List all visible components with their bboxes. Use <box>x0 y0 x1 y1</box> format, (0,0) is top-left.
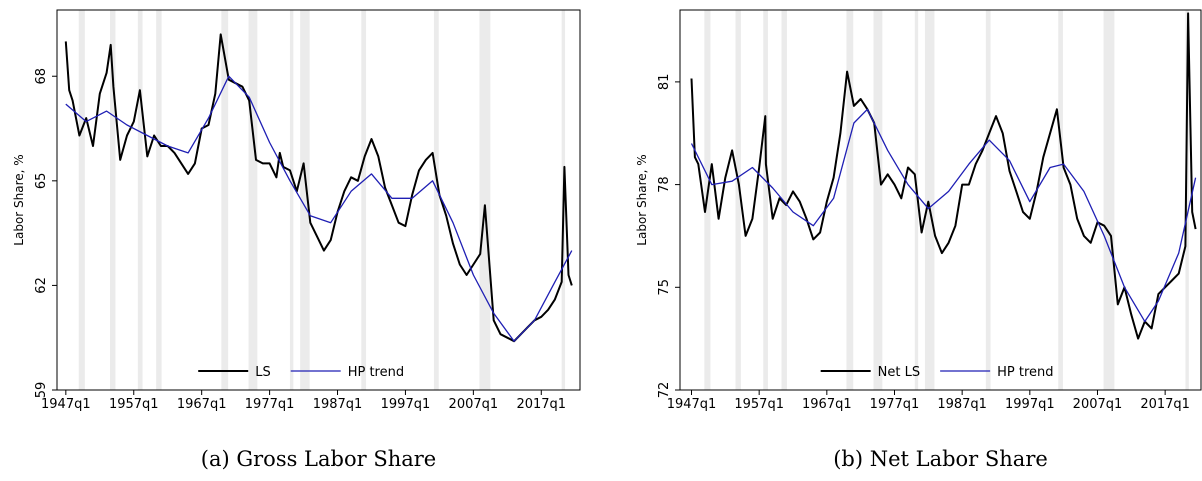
x-tick-label: 1977q1 <box>870 397 920 412</box>
x-tick-label: 1987q1 <box>937 397 987 412</box>
recession-band <box>479 10 491 390</box>
recession-band <box>300 10 310 390</box>
legend-label: HP trend <box>348 365 404 380</box>
plot-area <box>690 10 1197 390</box>
recession-band <box>1058 10 1063 390</box>
plot-area <box>64 10 573 390</box>
recession-band <box>781 10 787 390</box>
x-tick-label: 1967q1 <box>177 397 227 412</box>
recession-band <box>156 10 162 390</box>
caption: (a) Gross Labor Share <box>201 447 436 471</box>
recession-band <box>914 10 919 390</box>
legend-label: LS <box>255 365 271 380</box>
y-axis-title: Labor Share, % <box>635 154 649 245</box>
series-line <box>64 33 573 343</box>
recession-band <box>137 10 143 390</box>
recession-band <box>985 10 991 390</box>
recession-band <box>763 10 768 390</box>
y-axis-title: Labor Share, % <box>12 154 26 245</box>
plot-frame <box>679 9 1202 391</box>
legend-label: Net LS <box>878 365 920 380</box>
recession-band <box>1185 10 1189 390</box>
x-tick-label: 1967q1 <box>802 397 852 412</box>
y-tick-label: 59 <box>34 382 49 399</box>
recession-band <box>221 10 229 390</box>
x-tick-label: 1947q1 <box>41 397 91 412</box>
recession-band <box>1103 10 1115 390</box>
recession-band <box>289 10 294 390</box>
x-tick-label: 1997q1 <box>381 397 431 412</box>
y-tick-label: 62 <box>34 277 49 294</box>
x-tick-label: 2017q1 <box>516 397 566 412</box>
series-line <box>690 108 1197 323</box>
recession-band <box>735 10 741 390</box>
recession-band <box>248 10 258 390</box>
x-tick-label: 1977q1 <box>245 397 295 412</box>
recession-band <box>924 10 935 390</box>
recession-band <box>846 10 854 390</box>
y-tick-label: 72 <box>657 382 672 399</box>
x-tick-label: 1997q1 <box>1005 397 1055 412</box>
recession-band <box>78 10 85 390</box>
series-line <box>65 75 573 342</box>
y-tick-label: 65 <box>34 173 49 190</box>
panel: 59 62 65 68 1947q1 1957q1 1967q1 1977q1 1987q1 19… <box>12 9 581 471</box>
x-tick-label: 1947q1 <box>667 397 717 412</box>
legend-label: HP trend <box>997 365 1053 380</box>
recession-band <box>361 10 367 390</box>
y-tick-label: 81 <box>657 74 672 91</box>
recession-band <box>873 10 883 390</box>
caption: (b) Net Labor Share <box>833 447 1048 471</box>
x-tick-label: 2007q1 <box>449 397 499 412</box>
x-tick-label: 1957q1 <box>109 397 159 412</box>
recession-band <box>433 10 439 390</box>
recession-band <box>109 10 116 390</box>
x-tick-label: 1987q1 <box>313 397 363 412</box>
y-tick-label: 78 <box>657 176 672 193</box>
plot-frame <box>56 9 581 391</box>
y-tick-label: 68 <box>34 68 49 85</box>
y-tick-label: 75 <box>657 279 672 296</box>
series-line <box>690 12 1197 340</box>
panel: 72 75 78 81 1947q1 1957q1 1967q1 1977q1 1987q1 19… <box>635 9 1202 471</box>
x-tick-label: 2007q1 <box>1073 397 1123 412</box>
x-tick-label: 1957q1 <box>734 397 784 412</box>
x-tick-label: 2017q1 <box>1140 397 1190 412</box>
